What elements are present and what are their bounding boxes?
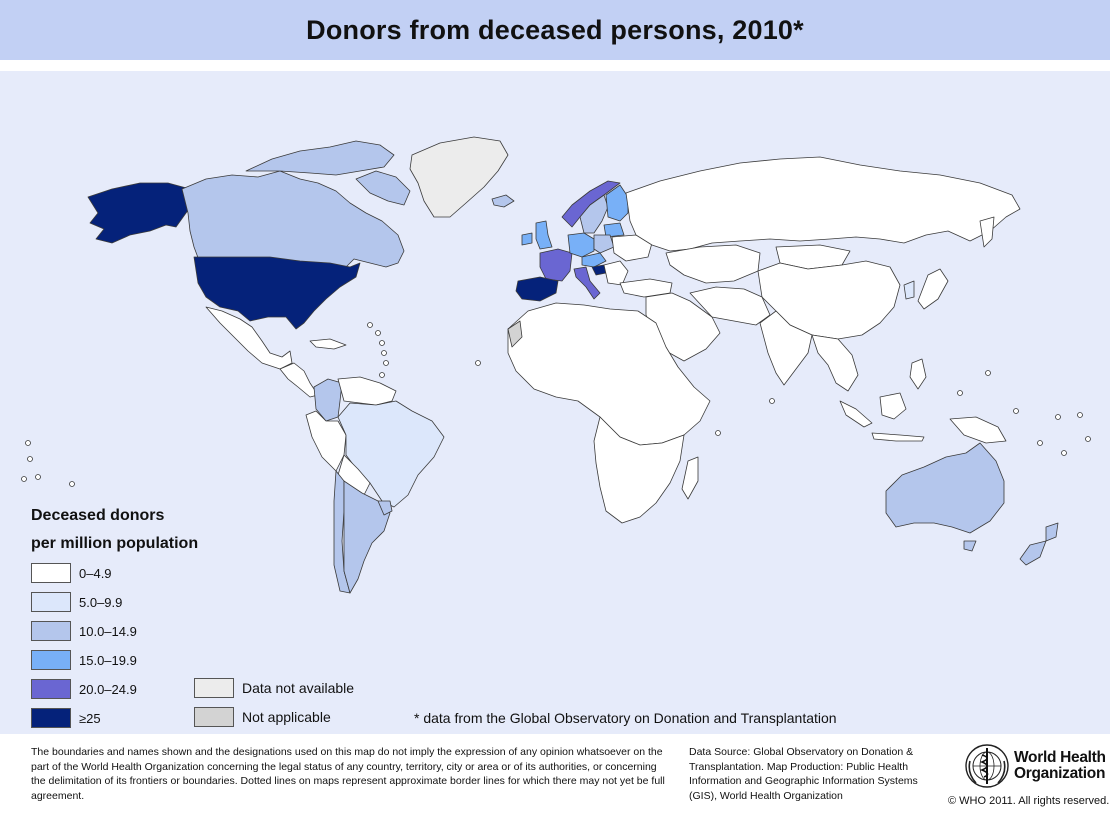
region-indonesia-borneo [879, 392, 907, 420]
legend-item-0-4-9: 0–4.9 [31, 562, 112, 584]
region-spain [515, 276, 559, 302]
region-new-zealand [1045, 522, 1059, 542]
region-indonesia-sumatra [839, 400, 873, 428]
legend-label: 10.0–14.9 [79, 623, 137, 639]
region-usa [193, 256, 361, 330]
legend-label: 0–4.9 [79, 565, 112, 581]
region-sweden [579, 194, 609, 234]
disclaimer: The boundaries and names shown and the d… [31, 746, 665, 802]
region-india [759, 310, 813, 386]
legend-swatch [31, 621, 71, 641]
legend-swatch [194, 707, 234, 727]
legend: Deceased donors per million population 0… [31, 505, 451, 730]
region-western-sahara [507, 320, 523, 348]
region-kamchatka [979, 216, 995, 248]
world-map [21, 136, 1091, 594]
legend-item-25-plus: ≥25 [31, 707, 101, 729]
region-colombia [313, 378, 343, 422]
legend-label: Not applicable [242, 709, 331, 725]
legend-item-20-24-9: 20.0–24.9 [31, 678, 137, 700]
region-finland [605, 184, 629, 222]
region-caribbean [309, 338, 347, 350]
who-name-line1: World Health [1014, 749, 1106, 766]
region-australia [885, 442, 1005, 534]
map-title: Donors from deceased persons, 2010* [306, 14, 804, 45]
region-uruguay [377, 500, 393, 516]
region-iceland [491, 194, 515, 208]
legend-swatch [31, 650, 71, 670]
region-madagascar [681, 456, 699, 500]
legend-title-line2: per million population [31, 535, 199, 552]
region-russia [625, 156, 1021, 252]
legend-label: 20.0–24.9 [79, 681, 137, 697]
region-mexico [205, 306, 293, 370]
region-baltic [603, 222, 625, 238]
region-croatia [591, 264, 607, 276]
region-new-guinea [949, 416, 1007, 444]
region-kazakhstan [665, 244, 761, 284]
region-peru [305, 410, 347, 472]
region-italy [573, 266, 601, 300]
legend-swatch [194, 678, 234, 698]
legend-swatch [31, 563, 71, 583]
region-venezuela [337, 376, 397, 406]
who-emblem-icon [965, 744, 1009, 788]
region-africa-south [593, 416, 685, 524]
region-germany [567, 232, 595, 258]
legend-title-line1: Deceased donors [31, 507, 165, 524]
title-bar: Donors from deceased persons, 2010* [0, 0, 1110, 60]
legend-swatch [31, 679, 71, 699]
region-france [539, 248, 573, 282]
region-tasmania [963, 540, 977, 552]
region-africa-north [507, 302, 711, 446]
region-poland [593, 234, 615, 254]
map-panel: Deceased donors per million population 0… [0, 71, 1110, 734]
region-ireland [521, 232, 533, 246]
legend-swatch [31, 592, 71, 612]
legend-item-5-9-9: 5.0–9.9 [31, 591, 122, 613]
legend-label: Data not available [242, 680, 355, 696]
region-baffin [355, 170, 411, 206]
region-uk [535, 220, 553, 250]
region-austria-czech [581, 252, 607, 268]
region-se-asia [811, 334, 859, 392]
region-canada-arctic [245, 140, 395, 176]
region-korea [903, 280, 915, 300]
region-greenland [409, 136, 509, 218]
region-indonesia-java [871, 432, 925, 442]
copyright: © WHO 2011. All rights reserved. [948, 795, 1110, 807]
who-name-line2: Organization [1014, 765, 1106, 782]
legend-label: ≥25 [79, 710, 101, 726]
footnote: * data from the Global Observatory on Do… [414, 710, 837, 726]
legend-item-data-not-available: Data not available [194, 677, 354, 699]
legend-label: 15.0–19.9 [79, 652, 137, 668]
who-name: World Health Organization [1014, 750, 1106, 782]
who-logo: World Health Organization [964, 742, 1108, 790]
legend-label: 5.0–9.9 [79, 594, 123, 610]
region-new-zealand-south [1019, 540, 1047, 566]
legend-item-not-applicable: Not applicable [194, 706, 331, 728]
legend-item-10-14-9: 10.0–14.9 [31, 620, 137, 642]
region-alaska [87, 182, 197, 244]
region-japan [917, 268, 949, 310]
region-central-america [279, 362, 319, 398]
small-islands [21, 322, 1091, 487]
data-source: Data Source: Global Observatory on Donat… [689, 746, 918, 802]
legend-item-15-19-9: 15.0–19.9 [31, 649, 137, 671]
legend-swatch [31, 708, 71, 728]
region-balkans [603, 260, 629, 286]
region-philippines [909, 358, 927, 390]
